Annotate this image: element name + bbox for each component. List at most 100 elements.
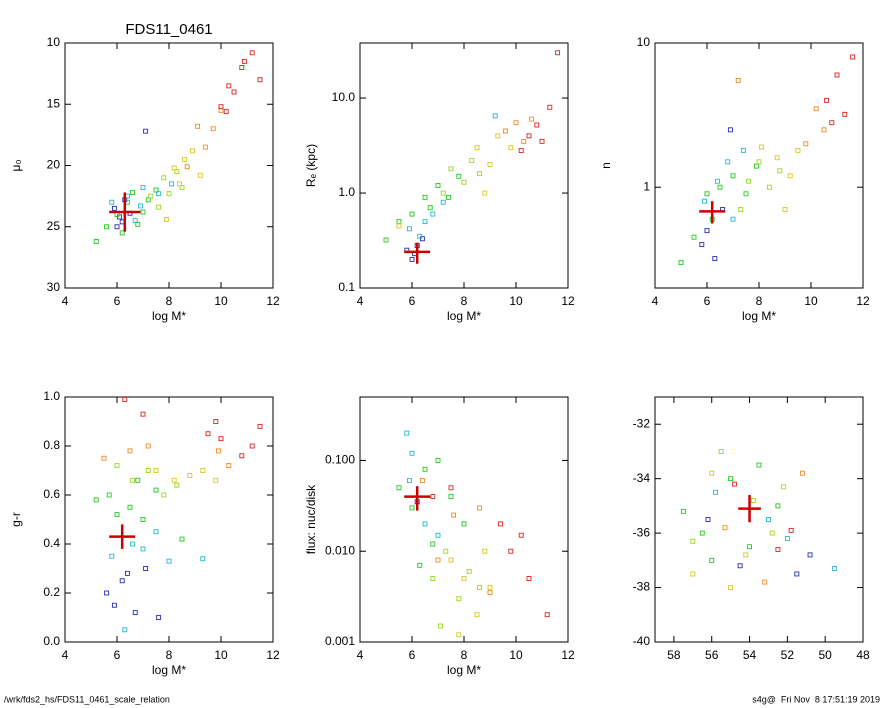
scatter-point <box>756 159 762 165</box>
x-tick-label: 12 <box>856 294 870 308</box>
scatter-point <box>743 552 749 558</box>
scatter-point <box>534 122 540 128</box>
x-tick-label: 54 <box>743 648 757 662</box>
chart-title: FDS11_0461 <box>125 21 212 38</box>
scatter-point <box>555 50 561 56</box>
scatter-point <box>722 525 728 531</box>
scatter-point <box>127 504 133 510</box>
scatter-point <box>223 109 229 115</box>
scatter-point <box>740 147 746 153</box>
scatter-point <box>756 462 762 468</box>
scatter-point <box>775 546 781 552</box>
scatter-point <box>492 113 498 119</box>
scatter-point <box>766 184 772 190</box>
scatter-point <box>122 627 128 633</box>
scatter-point <box>487 590 493 596</box>
plot-frame <box>64 396 274 643</box>
scatter-point <box>148 193 154 199</box>
scatter-point <box>518 148 524 154</box>
scatter-point <box>202 144 208 150</box>
scatter-point <box>461 576 467 582</box>
y-tick-label: 1.0 <box>338 185 355 199</box>
scatter-point <box>109 199 115 205</box>
scatter-point <box>169 181 175 187</box>
scatter-point <box>417 562 423 568</box>
scatter-point <box>163 216 169 222</box>
scatter-point <box>153 487 159 493</box>
scatter-point <box>705 517 711 522</box>
scatter-point <box>171 165 177 171</box>
y-axis-label: Rₑ (kpc) <box>304 144 318 187</box>
scatter-point <box>161 175 167 181</box>
scatter-point <box>197 172 203 178</box>
scatter-point <box>508 145 514 151</box>
scatter-point <box>119 230 125 236</box>
scatter-point <box>690 571 696 577</box>
x-tick-label: 10 <box>214 294 228 308</box>
y-tick-label: 0.001 <box>325 634 355 648</box>
scatter-point <box>709 470 715 476</box>
footer-path: /wrk/fds2_hs/FDS11_0461_scale_relation <box>4 694 170 704</box>
scatter-point <box>174 169 180 175</box>
scatter-point <box>794 571 800 577</box>
scatter-point <box>140 546 146 552</box>
scatter-point <box>161 492 167 498</box>
y-tick-label: 0.4 <box>43 536 60 550</box>
x-tick-label: 12 <box>561 648 575 662</box>
plot-frame <box>64 42 274 289</box>
x-tick-label: 12 <box>266 294 280 308</box>
scatter-point <box>737 563 743 569</box>
scatter-point <box>187 472 193 478</box>
x-tick-label: 58 <box>667 648 681 662</box>
scatter-point <box>435 532 441 538</box>
scatter-point <box>807 552 813 558</box>
y-tick-label: 0.0 <box>43 634 60 648</box>
scatter-point <box>775 503 781 509</box>
x-tick-label: 8 <box>166 294 173 308</box>
scatter-point <box>143 128 149 134</box>
scatter-point <box>430 541 436 547</box>
scatter-point <box>842 111 848 117</box>
scatter-point <box>106 492 112 498</box>
scatter-point <box>730 173 736 179</box>
scatter-point <box>241 58 247 64</box>
x-tick-label: 8 <box>756 294 763 308</box>
scatter-point <box>539 138 545 144</box>
x-tick-label: 12 <box>266 648 280 662</box>
x-axis-label: log M* <box>152 309 186 323</box>
scatter-point <box>156 615 162 620</box>
scatter-point <box>409 256 415 262</box>
scatter-point <box>135 477 141 483</box>
scatter-point <box>526 133 532 139</box>
scatter-point <box>176 181 182 187</box>
scatter-point <box>383 237 389 243</box>
scatter-point <box>521 138 527 144</box>
scatter-point <box>448 494 454 500</box>
y-tick-label: 15 <box>47 96 61 110</box>
y-axis-label: flux: nuc/disk <box>304 484 318 554</box>
scatter-point <box>787 173 793 179</box>
x-axis-label: log M* <box>152 663 186 677</box>
scatter-point <box>132 218 138 224</box>
scatter-point <box>396 223 402 229</box>
scatter-point <box>200 468 206 473</box>
y-tick-label: -38 <box>633 580 651 594</box>
scatter-point <box>440 190 446 196</box>
y-tick-label: -36 <box>633 525 651 539</box>
plot-frame <box>359 42 569 289</box>
scatter-point <box>445 194 451 200</box>
x-tick-label: 10 <box>509 648 523 662</box>
scatter-point <box>704 191 710 197</box>
scatter-point <box>781 484 787 490</box>
scatter-point <box>803 141 809 147</box>
x-axis-label: log M* <box>447 663 481 677</box>
scatter-point <box>728 585 734 591</box>
y-tick-label: 10 <box>637 35 651 49</box>
scatter-point <box>419 478 425 484</box>
scatter-point <box>226 83 232 89</box>
scatter-point <box>477 171 483 177</box>
y-axis-label: μ₀ <box>9 160 23 172</box>
scatter-point <box>738 207 744 212</box>
scatter-point <box>438 623 444 629</box>
